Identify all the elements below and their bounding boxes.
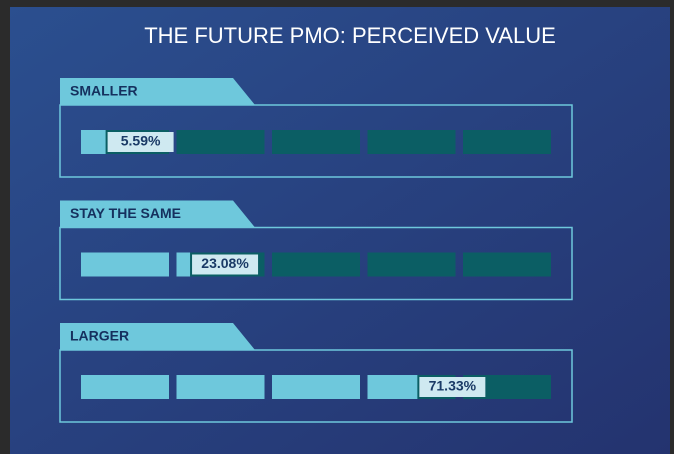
category-label: STAY THE SAME [70,205,181,221]
category-tab [60,200,255,228]
panel-frame [59,349,573,423]
category-tab [60,323,255,350]
chart-title: THE FUTURE PMO: PERCEIVED VALUE [144,23,556,48]
value-label: 71.33% [429,378,477,394]
category-tab [60,78,255,105]
value-label-box [192,254,259,275]
bar-fill [81,375,418,399]
track-segment [176,130,265,154]
panel-frame [59,104,573,178]
category-label: SMALLER [70,83,138,99]
bar-fill [81,130,106,154]
track-segment [367,130,456,154]
value-label-box [107,132,174,152]
value-label: 5.59% [121,133,161,149]
track-segment [272,252,360,277]
track-segment [463,130,551,154]
bar-fill [81,252,191,277]
track-segment [463,252,551,277]
category-label: LARGER [70,328,129,344]
track-segment [367,252,456,277]
value-label: 23.08% [201,255,249,271]
track-segment [272,130,360,154]
panel-frame [59,226,573,301]
value-label-box [419,377,486,397]
